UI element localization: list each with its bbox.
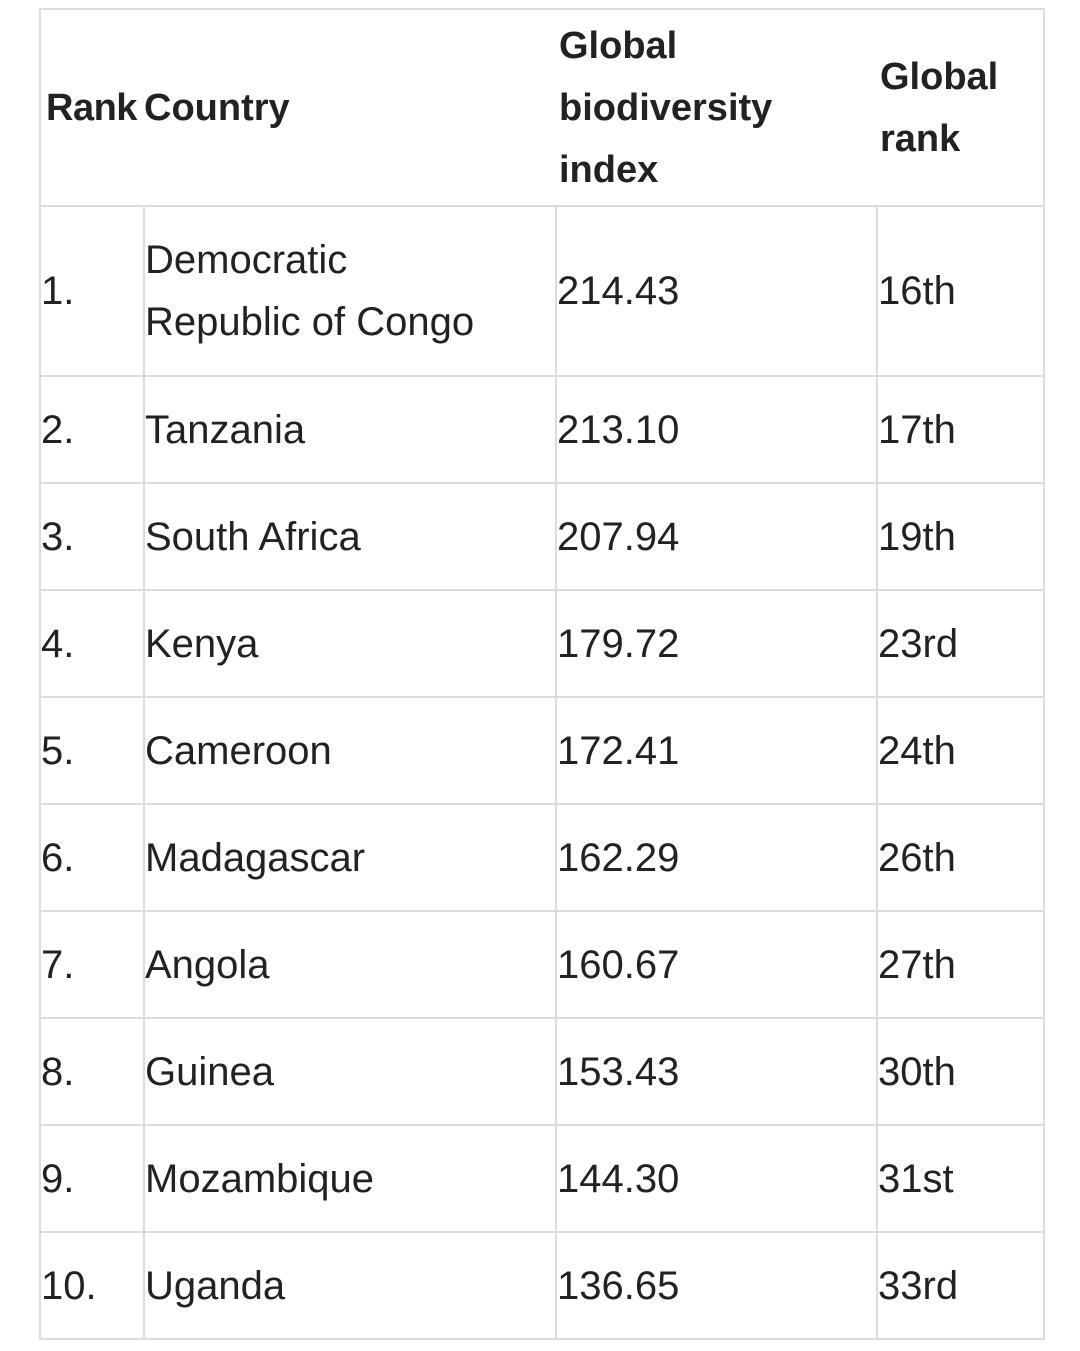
cell-index: 153.43 — [555, 1017, 878, 1126]
cell-country-line2: Republic of Congo — [145, 300, 475, 344]
header-grank-line2: rank — [880, 117, 961, 160]
cell-rank: 7. — [39, 910, 145, 1019]
cell-rank: 10. — [39, 1231, 145, 1340]
cell-country: South Africa — [143, 482, 557, 591]
cell-rank: 4. — [39, 589, 145, 698]
header-grank-line1: Global — [880, 55, 999, 98]
cell-global-rank: 17th — [876, 375, 1045, 484]
table-row: 5. Cameroon 172.41 24th — [39, 696, 1045, 805]
cell-country: Angola — [143, 910, 557, 1019]
header-country: Country — [144, 8, 556, 207]
cell-global-rank: 19th — [876, 482, 1045, 591]
cell-country: Cameroon — [143, 696, 557, 805]
cell-country-line1: Democratic — [145, 238, 348, 282]
cell-rank: 8. — [39, 1017, 145, 1126]
header-rank: Rank — [39, 8, 144, 207]
cell-index: 214.43 — [555, 205, 878, 377]
cell-index: 144.30 — [555, 1124, 878, 1233]
cell-global-rank: 30th — [876, 1017, 1045, 1126]
cell-index: 179.72 — [555, 589, 878, 698]
table-row: 9. Mozambique 144.30 31st — [39, 1124, 1045, 1233]
biodiversity-table: Rank Country Global biodiversity index G… — [39, 8, 1045, 1340]
table-row: 8. Guinea 153.43 30th — [39, 1017, 1045, 1126]
cell-index: 172.41 — [555, 696, 878, 805]
cell-index: 213.10 — [555, 375, 878, 484]
header-country-label: Country — [144, 86, 290, 129]
table-row: 3. South Africa 207.94 19th — [39, 482, 1045, 591]
cell-rank: 3. — [39, 482, 145, 591]
table-row: 1. Democratic Republic of Congo 214.43 1… — [39, 205, 1045, 377]
cell-country: Mozambique — [143, 1124, 557, 1233]
cell-country: Uganda — [143, 1231, 557, 1340]
table-header-row: Rank Country Global biodiversity index G… — [39, 8, 1045, 207]
table-row: 10. Uganda 136.65 33rd — [39, 1231, 1045, 1340]
table-row: 4. Kenya 179.72 23rd — [39, 589, 1045, 698]
cell-country: Tanzania — [143, 375, 557, 484]
header-index-line3: index — [559, 148, 659, 191]
header-biodiversity-index: Global biodiversity index — [556, 8, 877, 207]
cell-index: 162.29 — [555, 803, 878, 912]
cell-rank: 6. — [39, 803, 145, 912]
cell-country: Kenya — [143, 589, 557, 698]
cell-global-rank: 33rd — [876, 1231, 1045, 1340]
cell-rank: 1. — [39, 205, 145, 377]
cell-global-rank: 16th — [876, 205, 1045, 377]
cell-country: Madagascar — [143, 803, 557, 912]
cell-index: 207.94 — [555, 482, 878, 591]
table-row: 2. Tanzania 213.10 17th — [39, 375, 1045, 484]
cell-global-rank: 24th — [876, 696, 1045, 805]
table-row: 7. Angola 160.67 27th — [39, 910, 1045, 1019]
cell-global-rank: 23rd — [876, 589, 1045, 698]
table-row: 6. Madagascar 162.29 26th — [39, 803, 1045, 912]
cell-index: 136.65 — [555, 1231, 878, 1340]
cell-country: Democratic Republic of Congo — [143, 205, 557, 377]
header-index-line2: biodiversity — [559, 86, 773, 129]
cell-rank: 9. — [39, 1124, 145, 1233]
header-rank-label: Rank — [46, 86, 137, 129]
header-global-rank: Global rank — [877, 8, 1045, 207]
cell-index: 160.67 — [555, 910, 878, 1019]
cell-rank: 2. — [39, 375, 145, 484]
header-index-line1: Global — [559, 24, 678, 67]
cell-country: Guinea — [143, 1017, 557, 1126]
cell-global-rank: 26th — [876, 803, 1045, 912]
cell-global-rank: 27th — [876, 910, 1045, 1019]
cell-rank: 5. — [39, 696, 145, 805]
cell-global-rank: 31st — [876, 1124, 1045, 1233]
